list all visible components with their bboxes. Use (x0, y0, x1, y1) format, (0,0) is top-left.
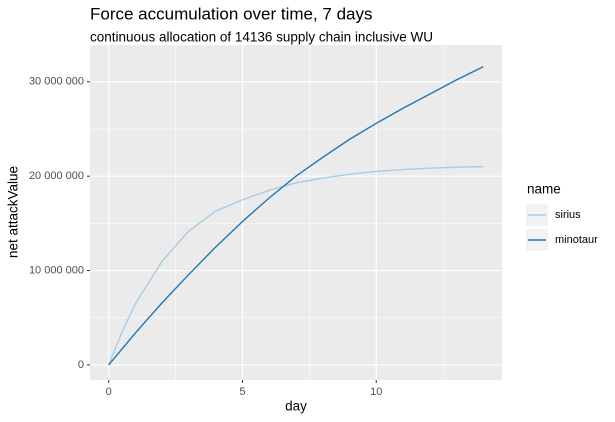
chart-subtitle: continuous allocation of 14136 supply ch… (90, 30, 433, 45)
x-tick-label: 5 (239, 386, 245, 398)
chart-title: Force accumulation over time, 7 days (90, 4, 373, 23)
plot-panel (90, 45, 502, 380)
legend-label: minotaur (555, 234, 598, 246)
legend-title: name (527, 182, 561, 197)
legend-label: sirius (555, 209, 581, 221)
x-tick-label: 10 (370, 386, 382, 398)
y-tick-label: 20 000 000 (29, 170, 84, 182)
y-tick-label: 30 000 000 (29, 76, 84, 88)
y-axis-label: net attackValue (6, 166, 21, 258)
y-tick-label: 10 000 000 (29, 264, 84, 276)
series-line (108, 66, 484, 366)
x-tick-label: 0 (106, 386, 112, 398)
y-tick-label: 0 (78, 359, 84, 371)
x-axis-label: day (285, 399, 307, 414)
